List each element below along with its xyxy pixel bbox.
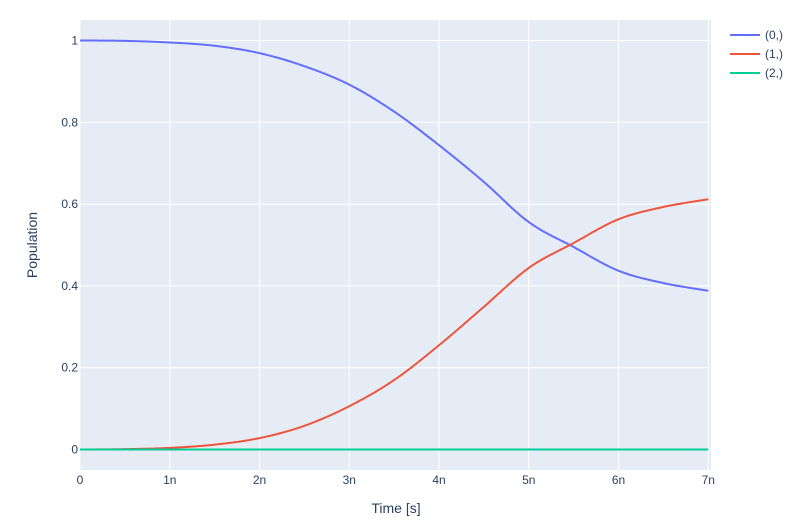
- y-tick-label: 0.2: [61, 361, 78, 375]
- x-tick-label: 5n: [522, 473, 535, 487]
- legend[interactable]: (0,) (1,) (2,): [730, 28, 783, 80]
- x-tick-label: 0: [77, 473, 84, 487]
- legend-label: (1,): [765, 47, 783, 61]
- y-tick-label: 0.4: [61, 279, 78, 293]
- y-tick-label: 0: [71, 443, 78, 457]
- y-tick-label: 0.6: [61, 197, 78, 211]
- y-axis-title: Population: [24, 212, 40, 278]
- x-tick-label: 4n: [432, 473, 445, 487]
- y-tick-label: 0.8: [61, 115, 78, 129]
- legend-label: (2,): [765, 66, 783, 80]
- legend-label: (0,): [765, 28, 783, 42]
- x-tick-label: 6n: [612, 473, 625, 487]
- y-tick-label: 1: [71, 33, 78, 47]
- series-lines: [79, 39, 709, 451]
- plot-background: [80, 20, 711, 470]
- x-tick-label: 3n: [343, 473, 356, 487]
- y-axis-ticks: 0 0.2 0.4 0.6 0.8 1: [61, 33, 78, 456]
- legend-item[interactable]: (2,): [730, 66, 783, 80]
- x-axis-ticks: 0 1n 2n 3n 4n 5n 6n 7n: [77, 473, 715, 487]
- series-line: [79, 198, 709, 451]
- x-axis-title: Time [s]: [371, 500, 420, 516]
- x-tick-label: 1n: [163, 473, 176, 487]
- legend-item[interactable]: (1,): [730, 47, 783, 61]
- x-tick-label: 2n: [253, 473, 266, 487]
- series-line: [79, 39, 709, 292]
- x-tick-label: 7n: [702, 473, 715, 487]
- legend-item[interactable]: (0,): [730, 28, 783, 42]
